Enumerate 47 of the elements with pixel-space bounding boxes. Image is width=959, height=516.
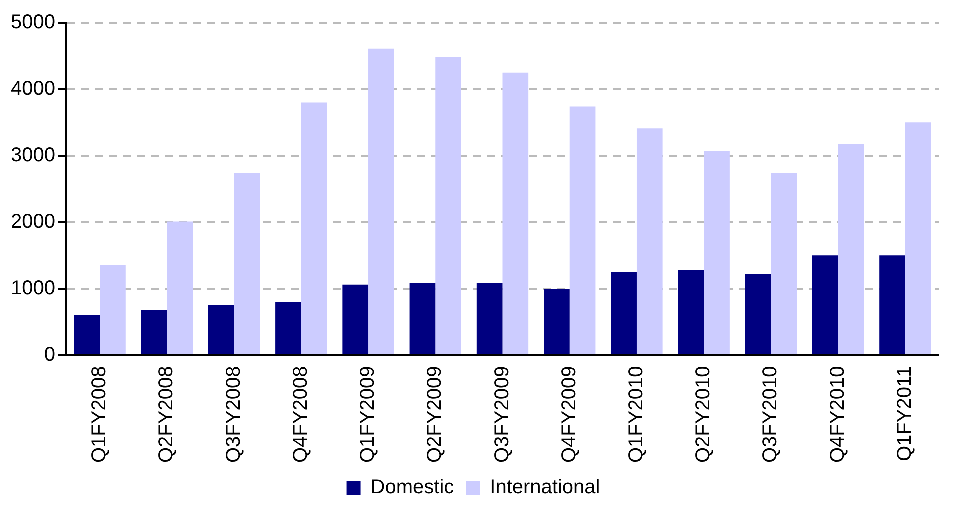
bar — [611, 272, 637, 354]
bar — [678, 270, 704, 354]
bar — [745, 274, 772, 354]
bar — [368, 48, 394, 354]
bar — [276, 302, 302, 354]
y-tick-label: 0 — [44, 344, 56, 366]
y-tick-label: 2000 — [10, 210, 56, 233]
bar — [880, 256, 906, 354]
x-tick-label: Q3FY2010 — [760, 366, 782, 464]
bar — [812, 256, 838, 354]
bar — [905, 122, 932, 354]
bar — [234, 173, 260, 354]
bar — [771, 173, 798, 354]
x-tick-label: Q4FY2008 — [290, 366, 312, 464]
bar — [436, 58, 462, 354]
bar — [544, 289, 570, 354]
x-tick-label: Q1FY2010 — [625, 366, 648, 464]
legend-label: International — [490, 476, 600, 499]
y-tick-label: 4000 — [10, 78, 56, 100]
y-tick-label: 5000 — [10, 12, 56, 34]
x-tick-label: Q4FY2009 — [558, 366, 580, 464]
bar — [74, 315, 100, 354]
bar — [141, 310, 168, 354]
x-tick-label: Q2FY2008 — [156, 366, 178, 464]
bar — [838, 144, 864, 354]
legend-label: Domestic — [370, 476, 454, 499]
bar — [167, 222, 194, 354]
bar — [476, 284, 503, 354]
bar — [342, 284, 369, 354]
x-tick-label: Q1FY2009 — [357, 366, 380, 464]
bar — [570, 106, 596, 354]
x-tick-label: Q3FY2008 — [222, 366, 245, 464]
bar — [301, 102, 328, 354]
bar — [502, 72, 529, 354]
bar — [208, 305, 234, 354]
x-tick-label: Q1FY2008 — [88, 366, 111, 464]
bar — [100, 266, 126, 354]
x-tick-label: Q2FY2009 — [424, 366, 446, 464]
x-tick-label: Q2FY2010 — [692, 366, 715, 464]
bar — [704, 151, 730, 354]
bar — [636, 128, 663, 354]
x-tick-label: Q1FY2011 — [894, 366, 916, 462]
y-tick-label: 1000 — [10, 277, 56, 300]
bar — [410, 284, 436, 354]
x-tick-label: Q4FY2010 — [826, 366, 849, 464]
x-tick-label: Q3FY2009 — [491, 366, 514, 464]
y-tick-label: 3000 — [10, 144, 56, 166]
